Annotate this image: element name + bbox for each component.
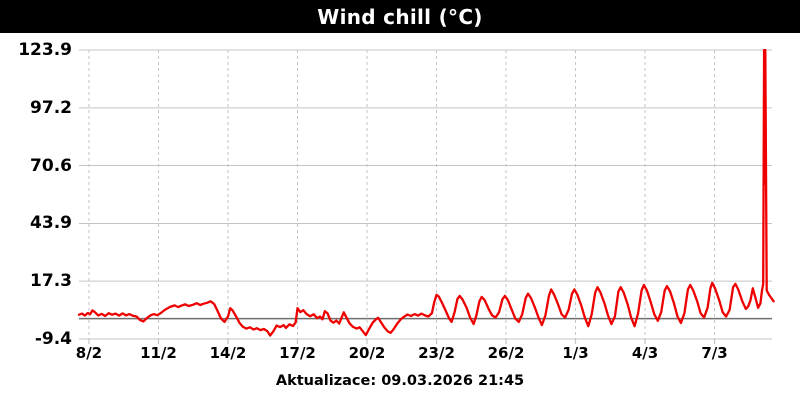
y-axis-tick-label: 123.9	[18, 40, 72, 60]
x-axis-tick-label: 4/3	[631, 344, 659, 362]
wind-chill-plot	[77, 48, 775, 344]
x-axis-tick-label: 20/2	[348, 344, 386, 362]
x-axis-tick-label: 17/2	[279, 344, 316, 362]
x-axis-tick-label: 11/2	[140, 344, 177, 362]
y-axis-tick-label: 97.2	[30, 97, 72, 118]
x-axis-tick-label: 26/2	[487, 344, 525, 362]
x-axis-tick-label: 7/3	[701, 344, 728, 362]
y-axis-tick-label: 43.9	[30, 213, 72, 234]
x-axis-tick-label: 23/2	[418, 344, 455, 362]
x-axis-tick-label: 14/2	[209, 344, 247, 362]
y-axis-tick-label: 70.6	[30, 155, 72, 176]
y-axis-tick-label: -9.4	[34, 329, 72, 349]
wind-chill-line	[77, 48, 775, 337]
chart-title-bar: Wind chill (°C)	[0, 0, 800, 33]
y-axis-tick-label: 17.3	[30, 271, 72, 292]
x-axis-tick-label: 8/2	[75, 344, 103, 362]
x-axis-tick-label: 1/3	[562, 344, 589, 362]
update-timestamp: Aktualizace: 09.03.2026 21:45	[275, 373, 525, 389]
chart-title: Wind chill (°C)	[317, 4, 483, 29]
